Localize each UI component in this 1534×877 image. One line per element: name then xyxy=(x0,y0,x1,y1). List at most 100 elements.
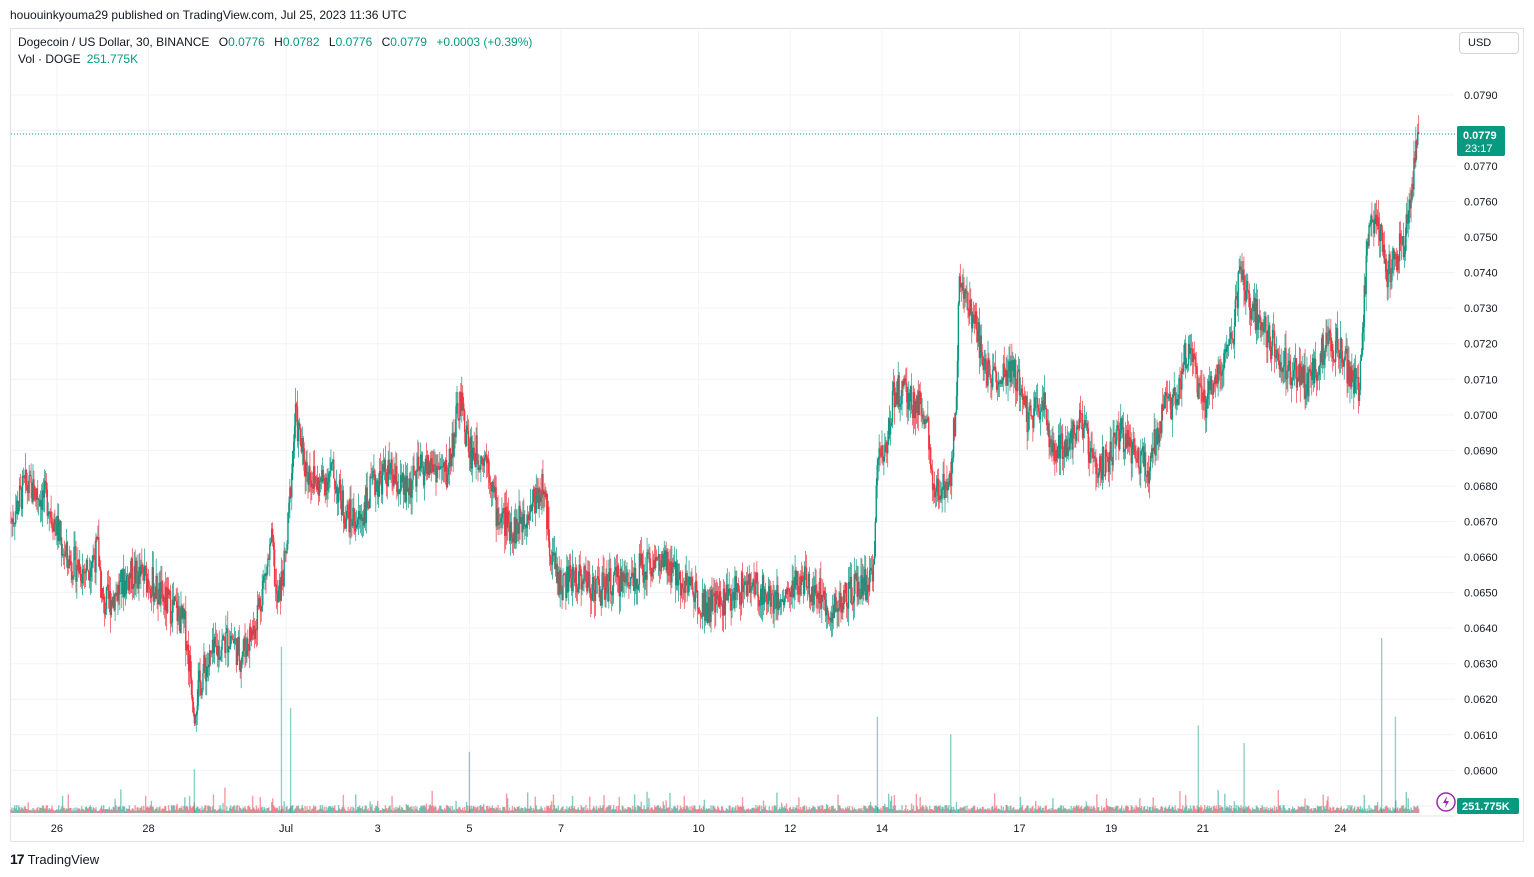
volume-bar xyxy=(742,806,745,813)
volume-bar xyxy=(926,806,928,813)
candle-body xyxy=(502,511,504,514)
volume-bar xyxy=(121,809,123,813)
candle-body xyxy=(1130,439,1132,464)
candle-body xyxy=(248,645,250,651)
candle-body xyxy=(969,299,971,317)
candle-body xyxy=(733,591,735,609)
volume-bar xyxy=(975,809,978,813)
candle-body xyxy=(1074,433,1076,435)
candle-body xyxy=(1025,395,1027,408)
candle-body xyxy=(626,572,628,577)
candle-body xyxy=(1354,368,1356,394)
candle-body xyxy=(183,608,185,620)
candle-body xyxy=(806,587,809,589)
candle-body xyxy=(1359,360,1362,390)
volume-bar xyxy=(417,810,419,813)
candle-body xyxy=(1035,397,1037,399)
candle-body xyxy=(1017,369,1020,372)
candle-body xyxy=(322,469,324,479)
volume-bar xyxy=(1304,798,1306,813)
candle-body xyxy=(1230,332,1233,339)
candle-body xyxy=(1007,370,1009,386)
volume-bar xyxy=(336,810,339,813)
volume-bar xyxy=(347,806,349,813)
volume-bar xyxy=(1139,798,1141,813)
candle-body xyxy=(279,580,282,601)
candle-body xyxy=(1396,256,1399,271)
candle-body xyxy=(441,466,443,468)
volume-bar xyxy=(1326,800,1328,813)
volume-bar xyxy=(460,809,462,813)
volume-bar xyxy=(20,806,23,813)
candle-body xyxy=(703,589,706,616)
volume-bar xyxy=(1000,805,1003,813)
candle-body xyxy=(918,391,920,415)
volume-bar xyxy=(1396,807,1399,813)
candle-body xyxy=(165,586,168,613)
volume-bar xyxy=(356,809,358,813)
candle-body xyxy=(80,566,82,582)
low-value: 0.0776 xyxy=(335,35,373,49)
footer-brand[interactable]: 17 TradingView xyxy=(10,851,99,867)
candle-body xyxy=(786,588,789,595)
volume-bar xyxy=(526,792,529,813)
candle-body xyxy=(246,638,248,657)
volume-bar xyxy=(230,808,233,813)
volume-bar xyxy=(637,805,640,813)
candle-body xyxy=(1119,433,1121,450)
candle-body xyxy=(945,482,947,486)
candle-body xyxy=(1323,358,1325,365)
volume-bar xyxy=(879,809,881,813)
volume-bar xyxy=(1402,805,1405,813)
candle-body xyxy=(886,442,888,454)
candle-body xyxy=(844,590,846,593)
volume-bar xyxy=(260,807,262,813)
candle-body xyxy=(1080,413,1083,415)
volume-bar xyxy=(19,809,22,813)
candle-body xyxy=(1014,359,1016,378)
candle-body xyxy=(1087,427,1089,455)
volume-bar xyxy=(396,809,398,813)
volume-bar xyxy=(1038,807,1041,813)
candle-body xyxy=(1271,329,1274,347)
volume-bar xyxy=(17,805,20,813)
volume-bar xyxy=(938,806,940,813)
volume-bar xyxy=(1119,808,1121,813)
candle-body xyxy=(57,516,59,542)
candle-body xyxy=(1016,371,1019,391)
volume-bar xyxy=(478,810,480,813)
volume-bar xyxy=(53,810,55,813)
volume-bar xyxy=(918,809,920,813)
candle-body xyxy=(823,590,826,600)
volume-bar xyxy=(598,808,600,813)
candle-body xyxy=(738,589,740,592)
volume-bar xyxy=(360,808,363,813)
volume-bar xyxy=(400,806,403,813)
candle-body xyxy=(784,589,787,599)
currency-button[interactable]: USD xyxy=(1459,32,1519,54)
candle-body xyxy=(108,591,111,599)
volume-bar xyxy=(916,806,919,813)
candle-body xyxy=(120,569,122,581)
candle-body xyxy=(911,409,914,418)
candle-body xyxy=(179,614,181,633)
candle-body xyxy=(264,573,266,576)
volume-bar xyxy=(369,801,371,813)
volume-bar xyxy=(157,810,159,813)
volume-bar xyxy=(1378,809,1381,813)
candle-body xyxy=(299,427,302,446)
candle-body xyxy=(180,605,182,633)
volume-bar xyxy=(1396,808,1398,813)
candle-body xyxy=(313,466,315,489)
candle-body xyxy=(131,558,133,589)
volume-bar xyxy=(1112,807,1114,813)
volume-bar xyxy=(1067,808,1069,813)
volume-bar xyxy=(1045,805,1047,813)
volume-bar xyxy=(91,809,93,813)
volume-bar xyxy=(1042,807,1045,813)
volume-bar xyxy=(904,809,906,813)
candle-body xyxy=(419,468,421,471)
candle-body xyxy=(166,588,169,613)
candle-body xyxy=(574,567,577,583)
